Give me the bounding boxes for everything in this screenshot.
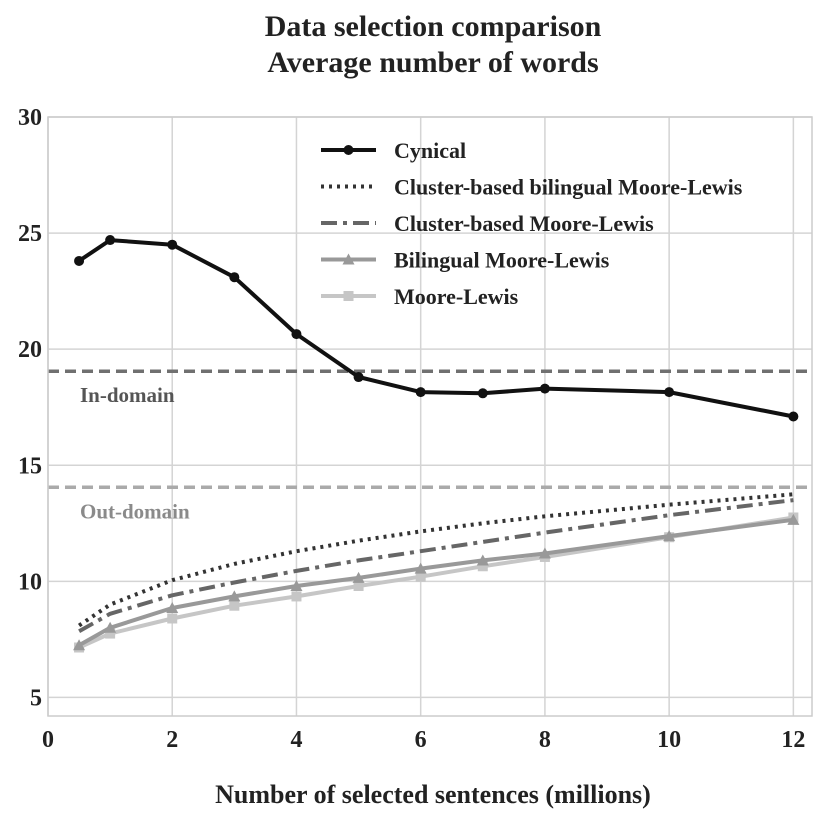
legend-item: Cynical xyxy=(321,138,466,163)
data-point xyxy=(353,372,364,383)
data-point xyxy=(415,571,426,582)
data-point xyxy=(476,554,489,566)
data-point xyxy=(229,272,240,283)
x-tick-label: 10 xyxy=(657,727,681,753)
data-point xyxy=(664,387,675,398)
data-point xyxy=(663,530,676,542)
legend-label: Cynical xyxy=(394,138,466,163)
data-point xyxy=(104,621,117,633)
y-tick-label: 25 xyxy=(18,221,42,247)
data-point xyxy=(228,590,241,602)
data-point xyxy=(477,388,488,399)
reference-line-label: Out-domain xyxy=(80,499,190,523)
series-cluster-based-bilingual-moore-lewis xyxy=(77,492,794,628)
grid xyxy=(47,116,812,716)
data-point xyxy=(166,602,179,614)
legend-label: Cluster-based Moore-Lewis xyxy=(394,211,654,236)
series-bilingual-moore-lewis xyxy=(73,513,800,651)
data-point xyxy=(229,600,240,611)
axis-ticks: 0 2 4 6 8 10 12 5 10 15 20 25 30 xyxy=(18,105,805,753)
series-line xyxy=(78,517,794,647)
chart-title: Data selection comparison xyxy=(265,10,602,43)
plot-frame xyxy=(47,116,813,717)
legend-marker xyxy=(343,291,354,301)
x-tick-label: 12 xyxy=(781,727,805,753)
data-point xyxy=(167,239,178,250)
reference-line-label: In-domain xyxy=(80,383,175,407)
data-point xyxy=(414,562,427,574)
data-point xyxy=(539,383,550,394)
y-tick-label: 5 xyxy=(30,685,42,711)
series-line xyxy=(77,492,794,628)
data-point xyxy=(415,387,426,398)
data-point xyxy=(105,235,116,246)
series-line xyxy=(78,498,794,634)
reference-lines: In-domain Out-domain xyxy=(48,369,812,523)
legend-item: Bilingual Moore-Lewis xyxy=(321,248,610,273)
legend-item: Moore-Lewis xyxy=(321,284,519,309)
data-point xyxy=(105,628,116,639)
y-tick-label: 15 xyxy=(18,453,42,479)
data-point xyxy=(538,547,551,559)
legend-item: Cluster-based Moore-Lewis xyxy=(321,211,654,236)
data-point xyxy=(74,255,85,266)
data-point xyxy=(788,411,799,422)
series-cluster-based-moore-lewis xyxy=(78,498,794,634)
y-tick-label: 20 xyxy=(18,337,42,363)
legend-marker xyxy=(342,253,355,265)
x-tick-label: 8 xyxy=(539,727,551,753)
x-tick-label: 2 xyxy=(166,727,178,753)
legend-label: Moore-Lewis xyxy=(394,284,519,309)
data-point xyxy=(73,639,86,651)
legend-label: Cluster-based bilingual Moore-Lewis xyxy=(394,175,743,200)
x-tick-label: 6 xyxy=(415,727,427,753)
data-point xyxy=(477,561,488,572)
data-point xyxy=(167,613,178,624)
series-line xyxy=(78,515,794,650)
y-tick-label: 30 xyxy=(18,105,42,131)
y-tick-label: 10 xyxy=(18,569,42,595)
series-group xyxy=(73,235,800,653)
legend-marker xyxy=(343,145,354,155)
data-point xyxy=(353,580,364,591)
legend-label: Bilingual Moore-Lewis xyxy=(394,248,610,273)
data-point xyxy=(291,591,302,602)
data-point xyxy=(290,579,303,591)
chart-subtitle: Average number of words xyxy=(267,46,598,79)
series-cynical xyxy=(74,235,799,422)
x-tick-label: 4 xyxy=(290,727,302,753)
legend-item: Cluster-based bilingual Moore-Lewis xyxy=(321,175,743,200)
x-axis-label: Number of selected sentences (millions) xyxy=(215,780,651,809)
data-point xyxy=(352,571,365,583)
data-point xyxy=(291,329,302,340)
legend: Cynical Cluster-based bilingual Moore-Lew… xyxy=(321,138,743,309)
x-tick-label: 0 xyxy=(42,727,54,753)
data-point xyxy=(787,513,800,525)
